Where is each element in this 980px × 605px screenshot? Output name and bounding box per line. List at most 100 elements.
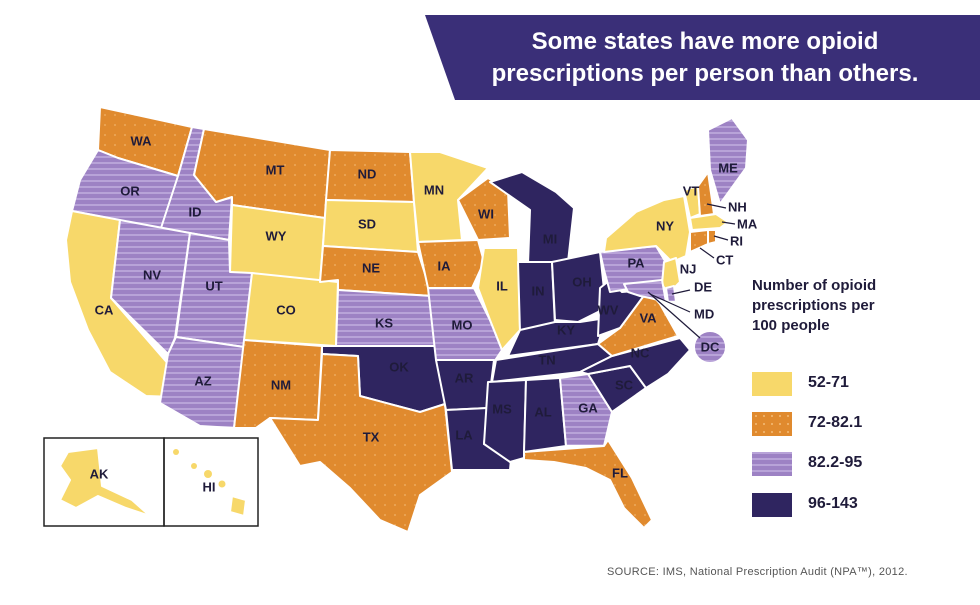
label-IN: IN	[532, 284, 545, 299]
label-RI: RI	[730, 234, 743, 249]
label-MS: MS	[492, 402, 512, 417]
label-VA: VA	[639, 311, 657, 326]
label-TX: TX	[363, 430, 380, 445]
label-CT: CT	[716, 253, 733, 268]
legend-label-c3: 82.2-95	[808, 454, 863, 471]
label-LA: LA	[455, 428, 473, 443]
label-MT: MT	[266, 163, 285, 178]
legend-item-c2: 72-82.1	[752, 412, 942, 436]
leader-ma	[721, 221, 736, 225]
label-MD: MD	[694, 307, 714, 322]
title-banner	[425, 15, 980, 100]
legend-title-line-2: prescriptions per	[752, 297, 875, 314]
state-CT	[689, 229, 709, 253]
state-DE	[665, 285, 677, 303]
legend-title-line-1: Number of opioid	[752, 277, 877, 294]
title-line-2: prescriptions per person than others.	[491, 60, 919, 87]
label-NV: NV	[143, 268, 161, 283]
label-IA: IA	[438, 259, 452, 274]
state-NY	[603, 195, 691, 263]
label-MO: MO	[452, 318, 473, 333]
legend-item-c3: 82.2-95	[752, 452, 942, 476]
label-UT: UT	[205, 279, 222, 294]
label-ID: ID	[189, 205, 202, 220]
state-HI	[229, 495, 247, 517]
label-AK: AK	[90, 467, 109, 482]
state-MI	[489, 171, 575, 265]
label-WY: WY	[266, 229, 287, 244]
label-ND: ND	[358, 167, 377, 182]
leader-nh	[706, 203, 727, 209]
leader-dc	[647, 291, 701, 339]
hawaii-islet-1	[173, 449, 179, 455]
label-FL: FL	[612, 466, 628, 481]
label-DC: DC	[701, 340, 720, 355]
label-WI: WI	[478, 207, 494, 222]
state-MA	[689, 213, 729, 231]
label-SD: SD	[358, 217, 376, 232]
legend-swatch-c1	[752, 372, 792, 396]
state-IL	[477, 247, 521, 351]
leader-de	[671, 289, 691, 295]
label-WA: WA	[131, 134, 153, 149]
hawaii-inset-box	[163, 437, 259, 527]
legend-swatch-c3	[752, 452, 792, 476]
state-TX	[269, 353, 453, 533]
state-WY	[229, 204, 326, 283]
legend-title-line-3: 100 people	[752, 317, 830, 334]
label-DE: DE	[694, 280, 712, 295]
label-MA: MA	[737, 217, 758, 232]
state-AK	[59, 447, 151, 517]
legend-swatch-c2	[752, 412, 792, 436]
label-GA: GA	[578, 401, 598, 416]
label-MN: MN	[424, 183, 444, 198]
label-WV: WV	[598, 303, 619, 318]
label-SC: SC	[615, 378, 634, 393]
state-RI	[707, 229, 717, 245]
legend-item-c4: 96-143	[752, 493, 942, 517]
label-MI: MI	[543, 232, 557, 247]
label-AL: AL	[534, 405, 551, 420]
leader-ct	[699, 247, 715, 259]
title-line-1: Some states have more opioid	[531, 28, 879, 55]
label-CO: CO	[276, 303, 296, 318]
label-ME: ME	[718, 161, 738, 176]
label-VT: VT	[683, 184, 700, 199]
state-FL	[523, 439, 653, 529]
source-note: SOURCE: IMS, National Prescription Audit…	[607, 566, 908, 578]
label-NJ: NJ	[680, 262, 697, 277]
label-NY: NY	[656, 219, 674, 234]
hawaii-islet-3	[204, 470, 212, 478]
legend-swatch-c4	[752, 493, 792, 517]
label-OH: OH	[572, 275, 592, 290]
legend-label-c4: 96-143	[808, 495, 858, 512]
leader-md	[649, 293, 691, 313]
state-OH	[551, 251, 607, 323]
label-AZ: AZ	[194, 374, 211, 389]
state-MN	[409, 151, 489, 243]
label-NH: NH	[728, 200, 747, 215]
label-NE: NE	[362, 261, 380, 276]
label-KS: KS	[375, 316, 393, 331]
label-PA: PA	[627, 256, 645, 271]
hawaii-islet-2	[191, 463, 197, 469]
legend-label-c2: 72-82.1	[808, 414, 863, 431]
label-TN: TN	[538, 353, 555, 368]
page-title: Some states have more opioid prescriptio…	[455, 26, 955, 90]
label-IL: IL	[496, 279, 508, 294]
state-ME	[707, 117, 749, 205]
label-HI: HI	[203, 480, 216, 495]
state-DC	[693, 330, 727, 364]
label-OR: OR	[120, 184, 140, 199]
state-WI	[457, 177, 511, 241]
state-IA	[417, 239, 485, 289]
label-NC: NC	[631, 346, 650, 361]
legend-item-c1: 52-71	[752, 372, 942, 396]
label-AR: AR	[455, 371, 474, 386]
leader-ri	[713, 235, 729, 241]
legend-title: Number of opioid prescriptions per 100 p…	[752, 276, 952, 336]
legend-label-c1: 52-71	[808, 374, 849, 391]
label-NM: NM	[271, 378, 291, 393]
state-MS	[483, 379, 527, 463]
